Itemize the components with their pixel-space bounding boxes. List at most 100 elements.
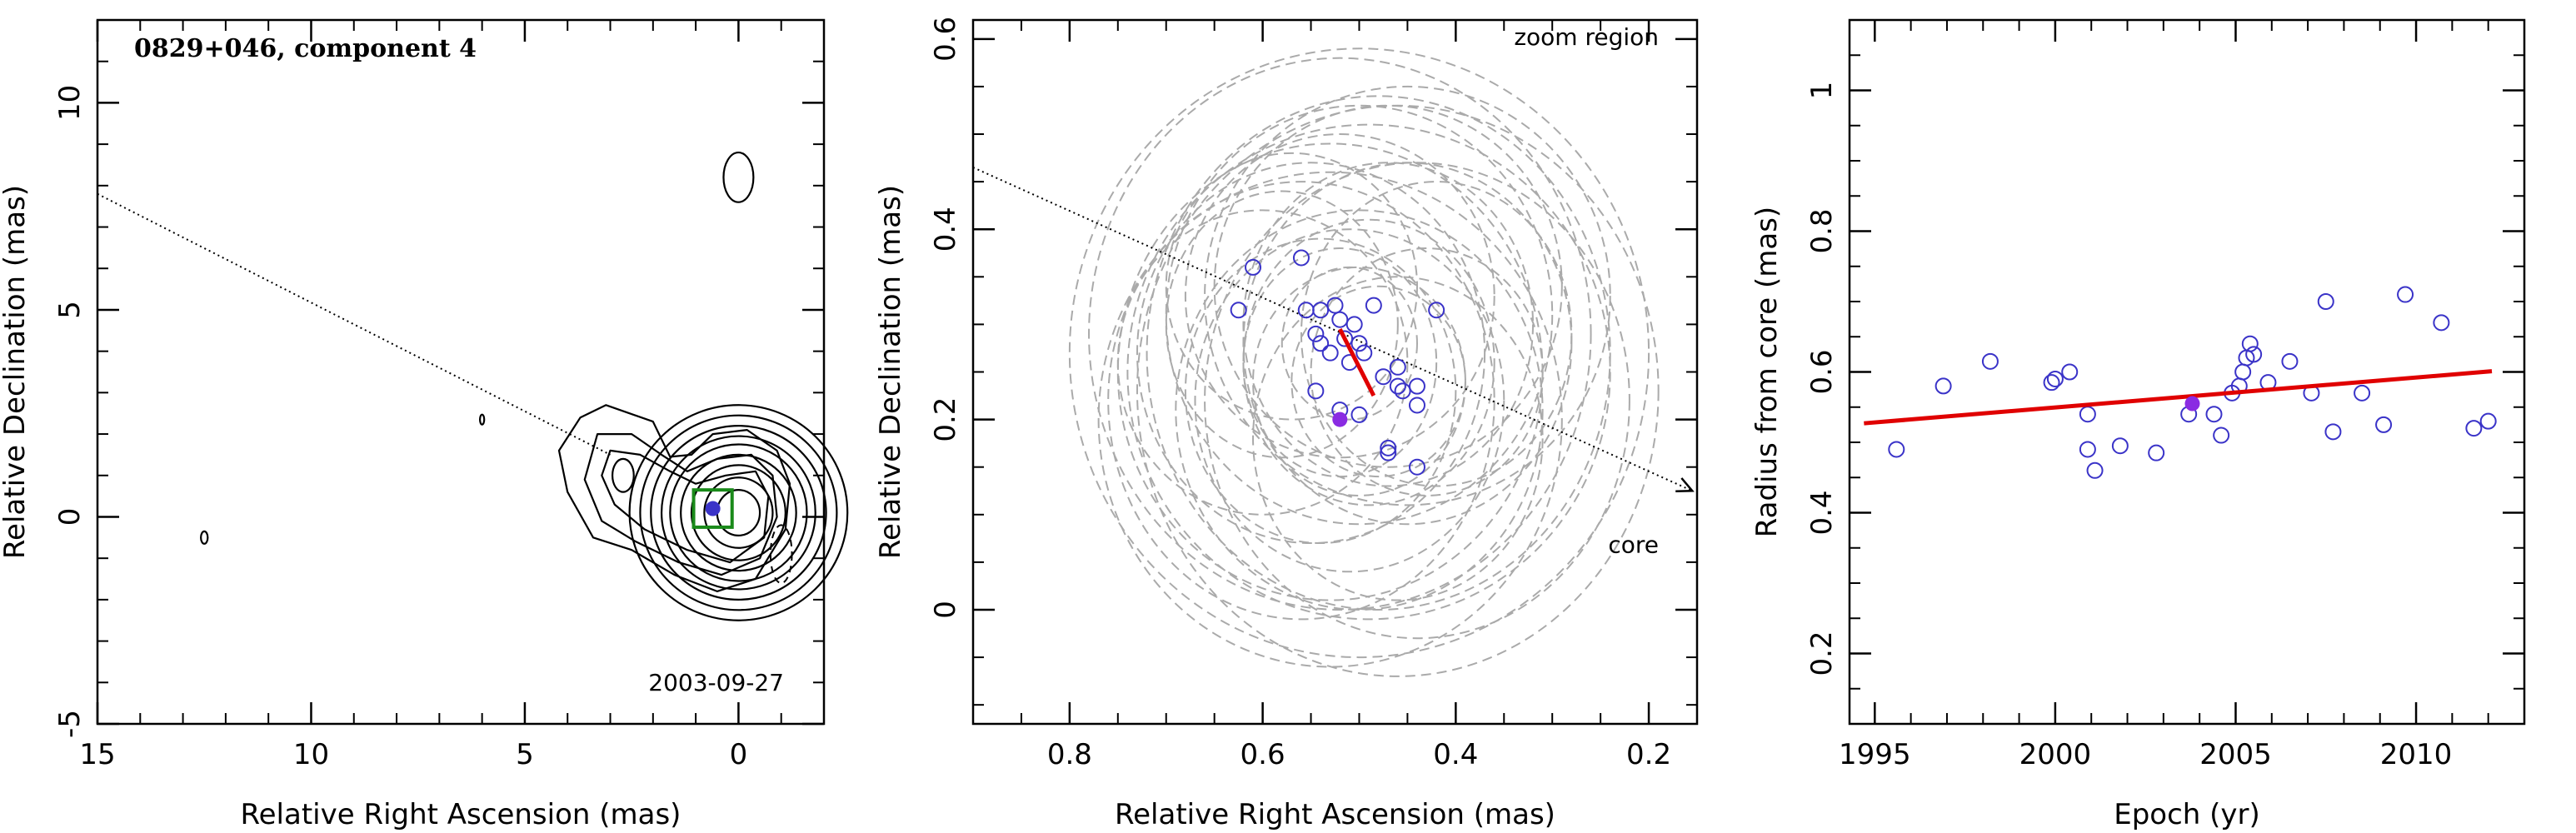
x-tick-label: 2000 — [2019, 738, 2092, 771]
data-point — [1394, 382, 1411, 400]
core-direction-line — [973, 167, 1693, 492]
data-point — [1355, 344, 1373, 362]
axis-ticks: 15 10 5 0 -5 0 5 10 — [53, 20, 824, 771]
data-point — [1981, 352, 1999, 370]
panel-title: 0829+046, component 4 — [134, 34, 477, 63]
plot-frame — [1848, 18, 2526, 726]
y-tick-label: 0 — [929, 601, 962, 619]
error-ellipse — [1088, 57, 1592, 611]
x-tick-label: 0 — [730, 738, 748, 771]
data-point — [1312, 302, 1330, 319]
marks-layer — [1864, 286, 2497, 479]
jet-direction-line — [97, 192, 611, 456]
contour-level — [639, 414, 838, 611]
y-tick-label: 0.2 — [1805, 631, 1839, 676]
data-point — [1408, 377, 1425, 395]
data-point — [1380, 439, 1397, 456]
core-annotation: core — [1608, 531, 1659, 558]
plot-frame — [96, 18, 826, 726]
marks-layer — [973, 167, 1695, 493]
data-point — [1307, 325, 1325, 342]
y-tick-label: 0.2 — [929, 397, 962, 442]
error-ellipse — [1242, 218, 1495, 506]
contour-level — [703, 476, 774, 549]
panel-contour-map: 15 10 5 0 -5 0 5 10 0829+046, component 4 2003-… — [0, 18, 849, 831]
highlight-point — [2184, 396, 2200, 412]
data-point — [1428, 302, 1445, 319]
error-ellipse — [1165, 152, 1418, 421]
y-tick-label: 0.4 — [1805, 490, 1839, 535]
data-point — [2061, 363, 2079, 381]
data-point — [1230, 302, 1247, 319]
error-ellipse — [1097, 171, 1563, 668]
contour-extended — [557, 404, 791, 592]
contour-island — [478, 413, 486, 426]
contour-island — [611, 457, 635, 493]
y-tick-label: 10 — [53, 85, 87, 121]
contour-extended — [583, 433, 778, 576]
y-tick-label: 0.8 — [1805, 208, 1839, 253]
data-point — [1375, 368, 1392, 386]
error-ellipse — [1175, 209, 1544, 611]
error-ellipse — [1300, 181, 1573, 487]
data-point — [1389, 358, 1406, 376]
contour-layer — [200, 151, 849, 621]
x-tick-label: 0.2 — [1626, 738, 1671, 771]
error-ellipse — [1204, 162, 1630, 640]
y-tick-label: 5 — [53, 301, 87, 319]
component-marker — [705, 501, 721, 516]
error-ellipse — [1116, 209, 1409, 516]
x-tick-label: 5 — [516, 738, 534, 771]
data-point — [2397, 286, 2414, 303]
data-point — [2079, 441, 2096, 458]
data-point — [2234, 363, 2252, 381]
error-ellipse — [1213, 104, 1563, 468]
contour-level — [680, 453, 797, 572]
x-tick-label: 10 — [293, 738, 329, 771]
ellipse-layer — [1068, 47, 1660, 677]
data-point — [2043, 374, 2060, 392]
x-tick-label: 0.8 — [1047, 738, 1092, 771]
fit-line — [1338, 327, 1376, 397]
error-ellipse — [1252, 266, 1466, 496]
error-ellipse — [1126, 123, 1611, 621]
highlight-point — [1332, 412, 1348, 427]
y-tick-label: 0.6 — [929, 17, 962, 62]
data-point — [1292, 249, 1310, 267]
x-axis-label: Relative Right Ascension (mas) — [241, 798, 681, 831]
y-tick-label: 1 — [1805, 82, 1839, 100]
contour-negative — [769, 524, 793, 584]
data-point — [1389, 377, 1406, 395]
axis-ticks: 0.8 0.6 0.4 0.2 0 0.2 0.4 0.6 — [929, 17, 1698, 771]
y-axis-label: Radius from core (mas) — [1750, 207, 1784, 537]
data-point — [2465, 420, 2483, 437]
x-tick-label: 2005 — [2199, 738, 2272, 771]
epoch-annotation: 2003-09-27 — [648, 669, 784, 696]
data-point — [1934, 377, 1952, 395]
contour-extended — [601, 449, 770, 564]
contour-island — [722, 151, 755, 203]
error-ellipse — [1184, 133, 1495, 459]
panel-radius-vs-epoch: 1995 2000 2005 2010 0.2 0.4 0.6 0.8 1 Epoch (yr)… — [1750, 18, 2526, 831]
marks-layer — [97, 192, 734, 529]
y-axis-label: Relative Declination (mas) — [874, 185, 907, 559]
x-tick-label: 1995 — [1839, 738, 1911, 771]
data-point — [1321, 344, 1339, 362]
error-ellipse — [1165, 104, 1554, 526]
axis-ticks: 1995 2000 2005 2010 0.2 0.4 0.6 0.8 1 — [1805, 19, 2524, 771]
data-point — [1297, 302, 1315, 319]
y-tick-label: 0 — [53, 508, 87, 526]
contour-level — [650, 425, 827, 601]
data-point — [1331, 311, 1349, 328]
data-point — [1408, 458, 1425, 476]
contour-level — [669, 443, 808, 582]
data-point — [2046, 370, 2064, 387]
data-point — [1245, 258, 1262, 276]
zoom-box — [691, 488, 734, 529]
data-point — [1350, 406, 1368, 423]
data-point — [2086, 461, 2104, 479]
data-point — [2354, 384, 2371, 402]
x-axis-label: Relative Right Ascension (mas) — [1115, 798, 1555, 831]
y-tick-label: 0.4 — [929, 207, 962, 252]
